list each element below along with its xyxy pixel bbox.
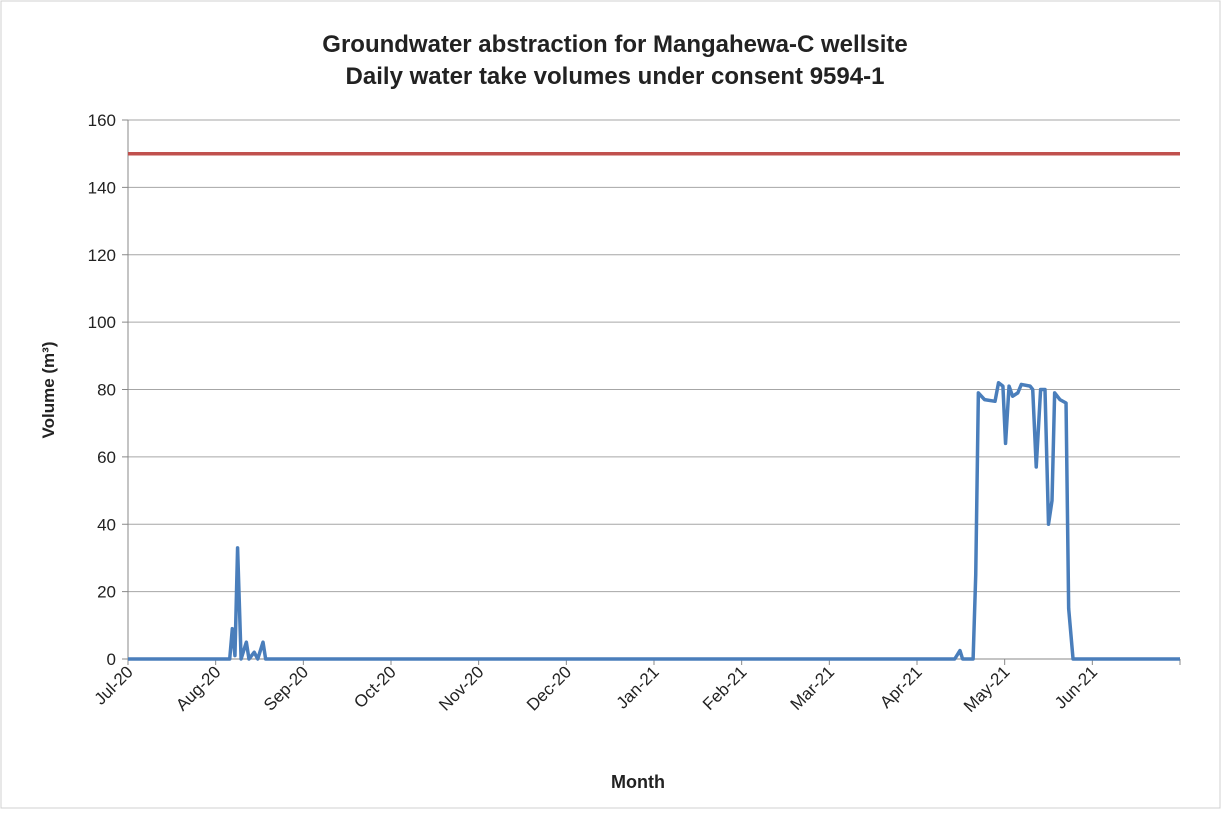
chart-subtitle: Daily water take volumes under consent 9… [346,63,885,90]
y-tick-label: 20 [97,583,116,602]
chart-title: Groundwater abstraction for Mangahewa-C … [322,31,907,58]
y-tick-label: 60 [97,448,116,467]
y-tick-label: 160 [88,111,116,130]
y-tick-label: 40 [97,515,116,534]
series-line [128,381,1180,661]
y-tick-label: 0 [107,650,116,669]
y-tick-label: 140 [88,178,116,197]
x-axis-label: Month [611,772,665,792]
y-tick-label: 80 [97,381,116,400]
y-axis-label: Volume (m³) [39,342,58,439]
y-tick-label: 120 [88,246,116,265]
y-tick-label: 100 [88,313,116,332]
